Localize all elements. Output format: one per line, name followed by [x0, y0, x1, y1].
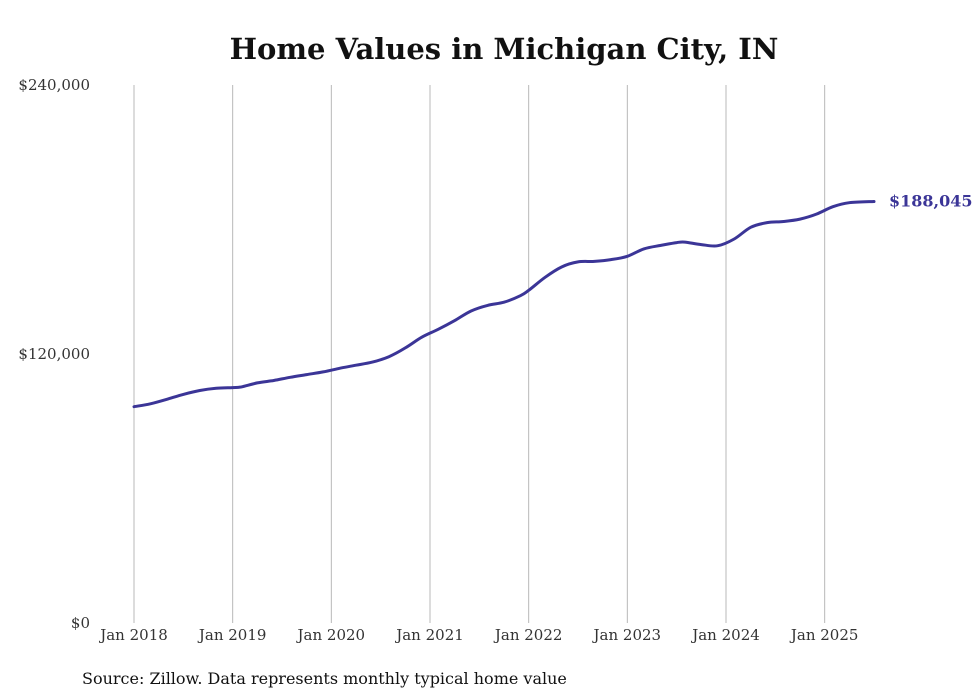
series — [132, 200, 876, 409]
x-tick-label: Jan 2019 — [197, 626, 267, 644]
x-tick-label: Jan 2018 — [98, 626, 168, 644]
y-tick-label: $0 — [71, 614, 90, 632]
x-tick-label: Jan 2023 — [592, 626, 662, 644]
home-value-line — [132, 200, 876, 409]
y-tick-label: $120,000 — [18, 345, 90, 363]
source-note: Source: Zillow. Data represents monthly … — [82, 669, 567, 688]
x-tick-label: Jan 2024 — [690, 626, 760, 644]
y-tick-label: $240,000 — [18, 76, 90, 94]
y-axis: $0 $120,000 $240,000 — [18, 76, 90, 632]
chart-title: Home Values in Michigan City, IN — [230, 32, 779, 66]
x-tick-label: Jan 2020 — [296, 626, 366, 644]
x-tick-label: Jan 2025 — [789, 626, 859, 644]
grid — [133, 85, 826, 623]
end-value-label: $188,045 — [889, 192, 973, 211]
x-tick-label: Jan 2022 — [493, 626, 563, 644]
x-tick-label: Jan 2021 — [394, 626, 464, 644]
x-axis: Jan 2018 Jan 2019 Jan 2020 Jan 2021 Jan 2022… — [98, 626, 858, 644]
